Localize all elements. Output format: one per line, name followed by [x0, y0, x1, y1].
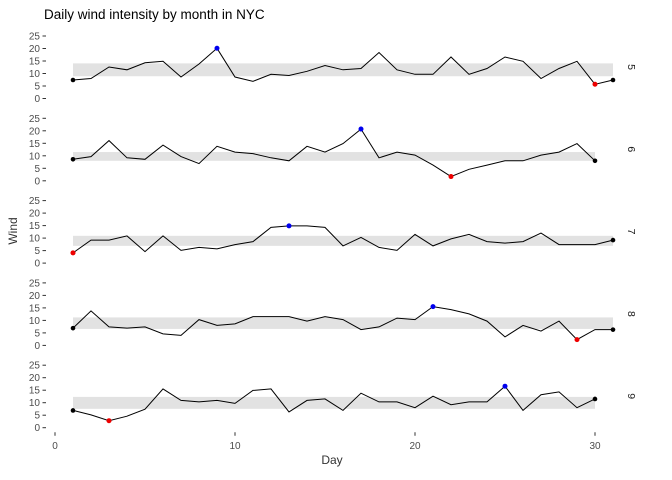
y-tick-label: 25 — [29, 114, 41, 125]
y-tick-label: 20 — [29, 209, 41, 220]
y-tick-label: 0 — [34, 176, 40, 187]
iqr-band-month-7 — [73, 235, 613, 246]
end-point-month-8 — [610, 327, 616, 332]
iqr-band-month-6 — [73, 152, 595, 161]
iqr-band-month-8 — [73, 317, 613, 329]
y-tick-label: 15 — [29, 57, 41, 68]
wind-line-month-8 — [72, 306, 613, 341]
wind-line-month-9 — [72, 385, 596, 422]
y-tick-label: 5 — [34, 82, 40, 93]
chart-title: Daily wind intensity by month in NYC — [44, 7, 265, 22]
y-tick-label: 25 — [29, 361, 41, 372]
max-point-month-7 — [286, 223, 292, 229]
y-tick-label: 15 — [29, 221, 41, 232]
facet-label-month-6: 6 — [625, 146, 637, 152]
x-axis-title: Day — [321, 453, 343, 467]
y-tick-label: 0 — [34, 423, 40, 434]
y-tick-label: 25 — [29, 278, 41, 289]
y-tick-label: 20 — [29, 291, 41, 302]
facet-label-month-8: 8 — [625, 311, 637, 317]
facet-label-month-7: 7 — [625, 229, 637, 235]
y-tick-label: 5 — [34, 164, 40, 175]
start-point-month-8 — [70, 325, 76, 331]
y-tick-label: 0 — [34, 259, 40, 270]
end-point-month-9 — [592, 396, 598, 402]
min-point-month-8 — [574, 337, 580, 343]
iqr-band-month-9 — [73, 396, 595, 409]
max-point-month-8 — [430, 304, 436, 310]
min-point-month-7 — [70, 250, 76, 256]
y-tick-label: 10 — [29, 151, 41, 162]
y-tick-label: 20 — [29, 44, 41, 55]
wind-line-month-5 — [72, 47, 614, 85]
y-tick-label: 15 — [29, 139, 41, 150]
y-tick-label: 0 — [34, 94, 40, 105]
start-point-month-5 — [70, 77, 76, 83]
y-tick-label: 15 — [29, 303, 41, 314]
start-point-month-9 — [70, 408, 76, 413]
y-tick-label: 0 — [34, 341, 40, 352]
y-tick-label: 10 — [29, 316, 41, 327]
y-tick-label: 10 — [29, 69, 41, 80]
end-point-month-6 — [592, 158, 598, 164]
facet-label-month-5: 5 — [625, 64, 637, 70]
wind-line-month-6 — [72, 128, 596, 178]
min-point-month-6 — [448, 174, 454, 180]
y-tick-label: 10 — [29, 234, 41, 245]
max-point-month-6 — [358, 126, 364, 132]
y-tick-label: 5 — [34, 411, 40, 422]
min-point-month-9 — [106, 418, 112, 424]
y-tick-label: 20 — [29, 126, 41, 137]
y-tick-label: 25 — [29, 196, 41, 207]
end-point-month-5 — [610, 77, 616, 83]
y-tick-label: 5 — [34, 328, 40, 339]
x-tick-label: 0 — [52, 441, 58, 452]
y-tick-label: 5 — [34, 246, 40, 257]
y-tick-label: 15 — [29, 386, 41, 397]
x-tick-label: 20 — [409, 441, 421, 452]
wind-line-month-7 — [72, 225, 614, 254]
y-tick-label: 25 — [29, 32, 41, 43]
max-point-month-9 — [502, 383, 508, 389]
x-tick-label: 30 — [589, 441, 601, 452]
min-point-month-5 — [592, 81, 598, 87]
y-tick-label: 20 — [29, 373, 41, 384]
start-point-month-6 — [70, 157, 76, 162]
max-point-month-5 — [214, 45, 220, 51]
facet-label-month-9: 9 — [625, 393, 637, 399]
y-tick-label: 10 — [29, 398, 41, 409]
end-point-month-7 — [610, 237, 616, 243]
x-tick-label: 10 — [229, 441, 241, 452]
